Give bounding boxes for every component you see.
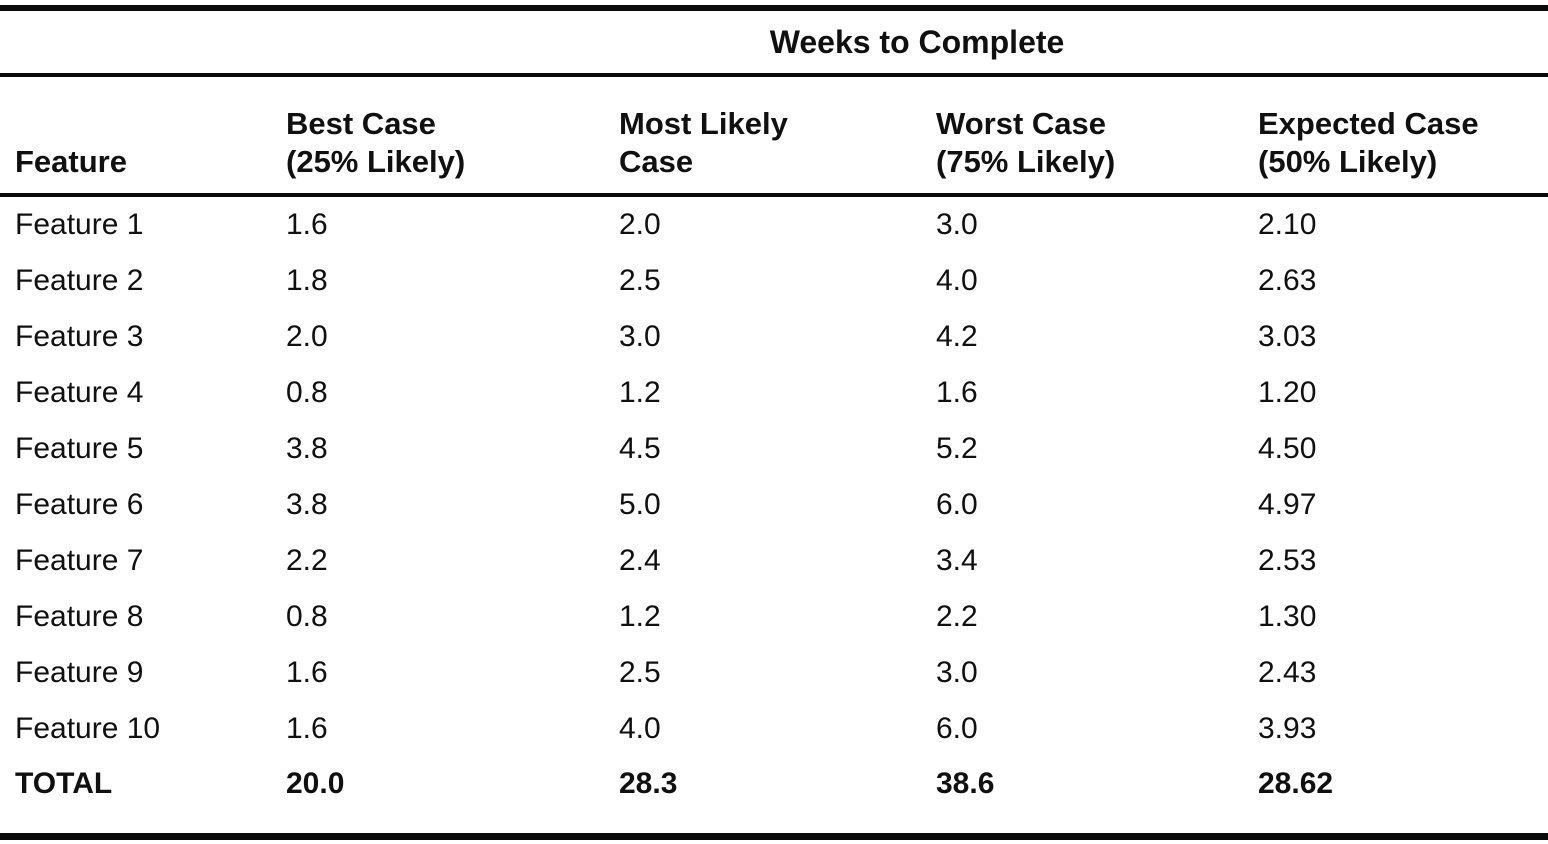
- column-header-expected-line1: Expected Case: [1258, 106, 1479, 142]
- cell-worst-case: 4.2: [936, 320, 978, 353]
- cell-worst-case: 3.0: [936, 656, 978, 689]
- cell-most-likely: 2.0: [619, 208, 661, 241]
- cell-best-case: 0.8: [286, 600, 328, 633]
- cell-worst-case: 3.0: [936, 208, 978, 241]
- cell-worst-case: 1.6: [936, 376, 978, 409]
- cell-worst-case: 5.2: [936, 432, 978, 465]
- column-header-worst-line1: Worst Case: [936, 106, 1106, 142]
- cell-best-case: 3.8: [286, 488, 328, 521]
- table-row: Feature 5 3.8 4.5 5.2 4.50: [0, 421, 1548, 477]
- column-header-expected-case: Expected Case (50% Likely): [1258, 75, 1548, 197]
- estimation-table: Weeks to Complete Feature Best Case (25%…: [0, 5, 1548, 840]
- column-header-best-case: Best Case (25% Likely): [286, 75, 619, 197]
- table-row: Feature 8 0.8 1.2 2.2 1.30: [0, 589, 1548, 645]
- total-row: TOTAL 20.0 28.3 38.6 28.62: [0, 757, 1548, 840]
- table-row: Feature 10 1.6 4.0 6.0 3.93: [0, 701, 1548, 757]
- cell-expected-case: 3.03: [1258, 320, 1317, 353]
- cell-most-likely: 5.0: [619, 488, 661, 521]
- cell-expected-case: 2.10: [1258, 208, 1317, 241]
- cell-best-case: 2.0: [286, 320, 328, 353]
- column-header-best-line2: (25% Likely): [286, 144, 466, 180]
- total-most-likely: 28.3: [619, 757, 936, 840]
- table-row: Feature 3 2.0 3.0 4.2 3.03: [0, 309, 1548, 365]
- cell-worst-case: 3.4: [936, 544, 978, 577]
- table-title: Weeks to Complete: [286, 5, 1548, 77]
- spanner-header-row: Weeks to Complete: [0, 5, 1548, 77]
- table-row: Feature 6 3.8 5.0 6.0 4.97: [0, 477, 1548, 533]
- table-row: Feature 1 1.6 2.0 3.0 2.10: [0, 195, 1548, 253]
- cell-best-case: 1.6: [286, 208, 328, 241]
- column-header-row: Feature Best Case (25% Likely) Most Like…: [0, 75, 1548, 197]
- column-header-most-line2: Case: [619, 144, 694, 180]
- column-header-expected-line2: (50% Likely): [1258, 144, 1438, 180]
- row-feature-label: Feature 10: [15, 712, 161, 745]
- table-row: Feature 7 2.2 2.4 3.4 2.53: [0, 533, 1548, 589]
- cell-expected-case: 2.53: [1258, 544, 1317, 577]
- row-feature-label: Feature 9: [15, 656, 144, 689]
- column-header-feature: Feature: [0, 75, 286, 197]
- cell-worst-case: 2.2: [936, 600, 978, 633]
- row-feature-label: Feature 5: [15, 432, 144, 465]
- cell-best-case: 3.8: [286, 432, 328, 465]
- total-best-case: 20.0: [286, 757, 619, 840]
- row-feature-label: Feature 4: [15, 376, 144, 409]
- column-header-worst-case: Worst Case (75% Likely): [936, 75, 1258, 197]
- cell-most-likely: 1.2: [619, 376, 661, 409]
- column-header-most-likely: Most Likely Case: [619, 75, 936, 197]
- total-worst-case: 38.6: [936, 757, 1258, 840]
- cell-worst-case: 6.0: [936, 712, 978, 745]
- row-feature-label: Feature 8: [15, 600, 144, 633]
- cell-most-likely: 1.2: [619, 600, 661, 633]
- column-header-worst-line2: (75% Likely): [936, 144, 1116, 180]
- total-expected-case: 28.62: [1258, 757, 1548, 840]
- cell-worst-case: 4.0: [936, 264, 978, 297]
- total-label: TOTAL: [0, 757, 286, 840]
- table-row: Feature 2 1.8 2.5 4.0 2.63: [0, 253, 1548, 309]
- cell-expected-case: 1.30: [1258, 600, 1317, 633]
- cell-most-likely: 2.5: [619, 656, 661, 689]
- cell-expected-case: 1.20: [1258, 376, 1317, 409]
- cell-best-case: 0.8: [286, 376, 328, 409]
- cell-best-case: 1.6: [286, 656, 328, 689]
- row-feature-label: Feature 3: [15, 320, 144, 353]
- cell-most-likely: 4.5: [619, 432, 661, 465]
- row-feature-label: Feature 1: [15, 208, 144, 241]
- row-feature-label: Feature 7: [15, 544, 144, 577]
- cell-expected-case: 4.50: [1258, 432, 1317, 465]
- row-feature-label: Feature 6: [15, 488, 144, 521]
- cell-expected-case: 4.97: [1258, 488, 1317, 521]
- cell-worst-case: 6.0: [936, 488, 978, 521]
- cell-best-case: 2.2: [286, 544, 328, 577]
- cell-best-case: 1.6: [286, 712, 328, 745]
- column-header-best-line1: Best Case: [286, 106, 436, 142]
- cell-most-likely: 4.0: [619, 712, 661, 745]
- column-header-most-line1: Most Likely: [619, 106, 788, 142]
- table-row: Feature 4 0.8 1.2 1.6 1.20: [0, 365, 1548, 421]
- cell-expected-case: 2.63: [1258, 264, 1317, 297]
- cell-expected-case: 2.43: [1258, 656, 1317, 689]
- cell-most-likely: 3.0: [619, 320, 661, 353]
- cell-best-case: 1.8: [286, 264, 328, 297]
- cell-expected-case: 3.93: [1258, 712, 1317, 745]
- cell-most-likely: 2.4: [619, 544, 661, 577]
- column-header-feature-line1: Feature: [15, 144, 127, 180]
- row-feature-label: Feature 2: [15, 264, 144, 297]
- table-row: Feature 9 1.6 2.5 3.0 2.43: [0, 645, 1548, 701]
- spanner-empty-cell: [0, 5, 286, 77]
- cell-most-likely: 2.5: [619, 264, 661, 297]
